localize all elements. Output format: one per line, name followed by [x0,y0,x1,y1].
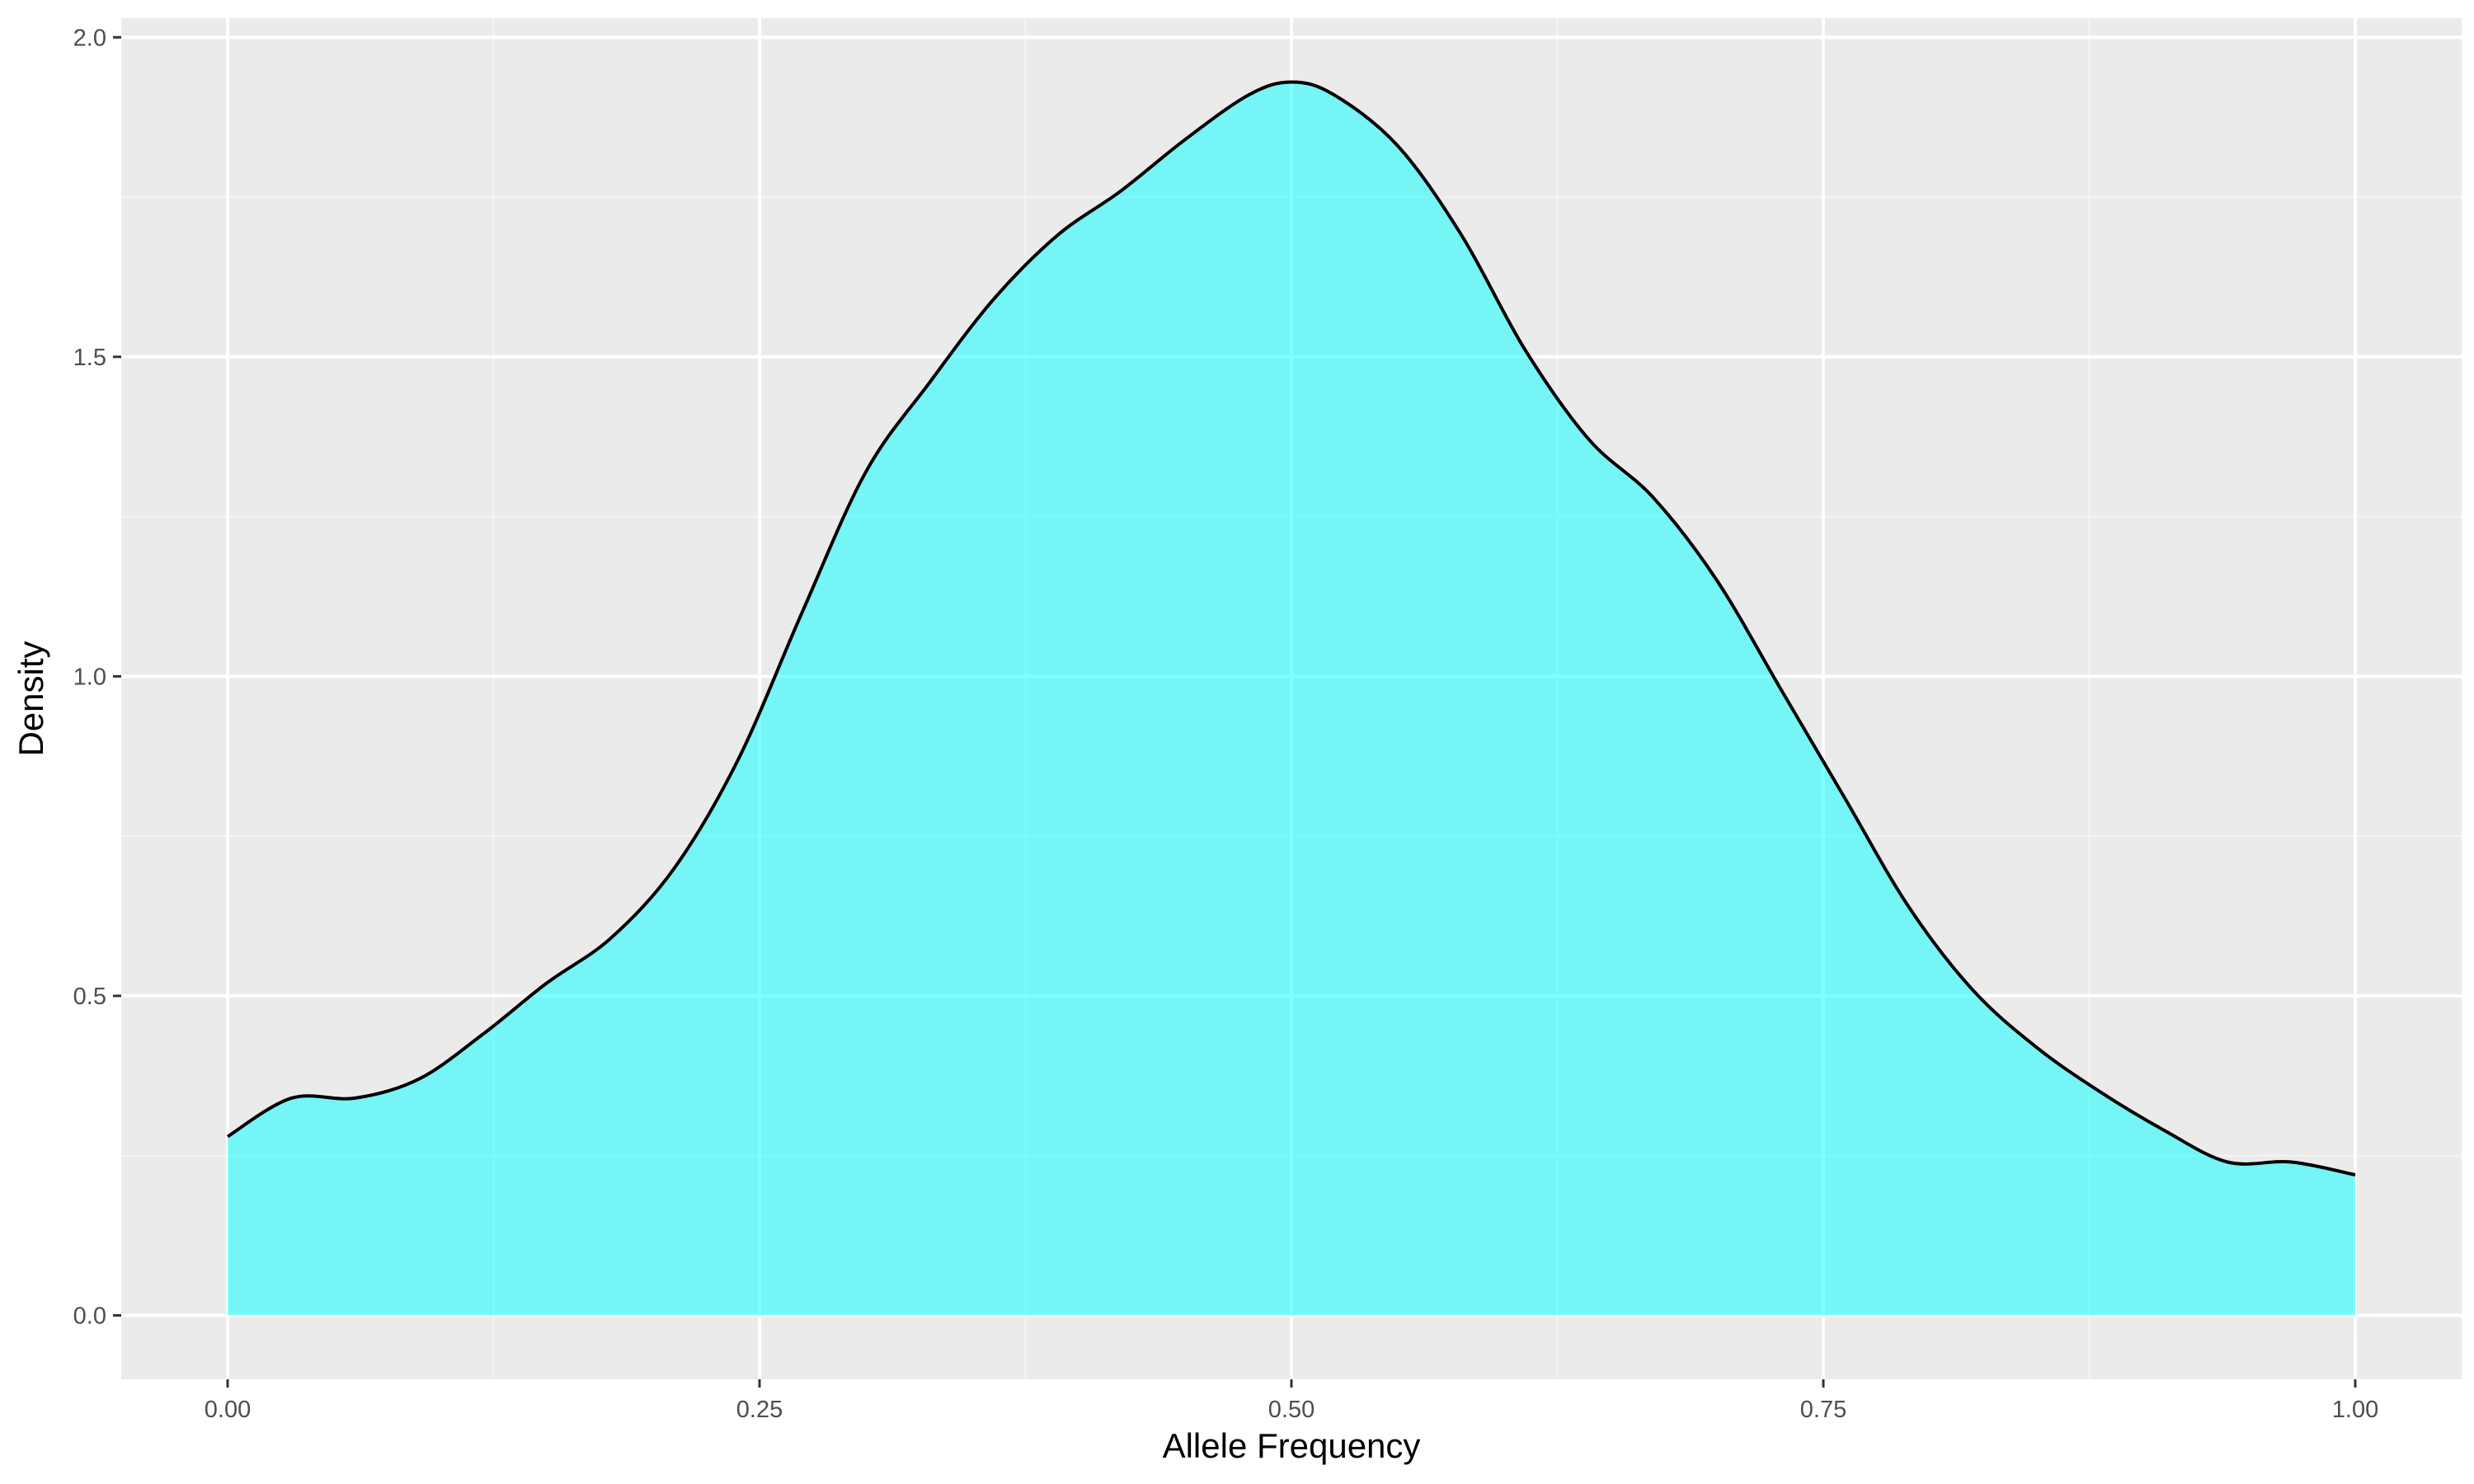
x-tick-label: 0.00 [205,1397,251,1423]
x-tick-label: 1.00 [2332,1397,2378,1423]
x-axis: 0.00 0.25 0.50 0.75 1.00 [205,1379,2378,1423]
y-tick-label: 2.0 [73,25,106,51]
x-tick-label: 0.50 [1268,1397,1315,1423]
y-tick-label: 1.0 [73,664,106,690]
y-axis: 0.0 0.5 1.0 1.5 2.0 [73,25,121,1329]
y-tick-label: 0.5 [73,984,106,1010]
density-curve [226,80,2356,1176]
density-area [228,82,2355,1316]
y-tick-label: 0.0 [73,1303,106,1329]
x-tick-label: 0.25 [736,1397,783,1423]
y-axis-title: Density [12,641,50,756]
x-axis-title: Allele Frequency [1163,1426,1421,1465]
x-tick-label: 0.75 [1800,1397,1846,1423]
y-tick-label: 1.5 [73,345,106,371]
